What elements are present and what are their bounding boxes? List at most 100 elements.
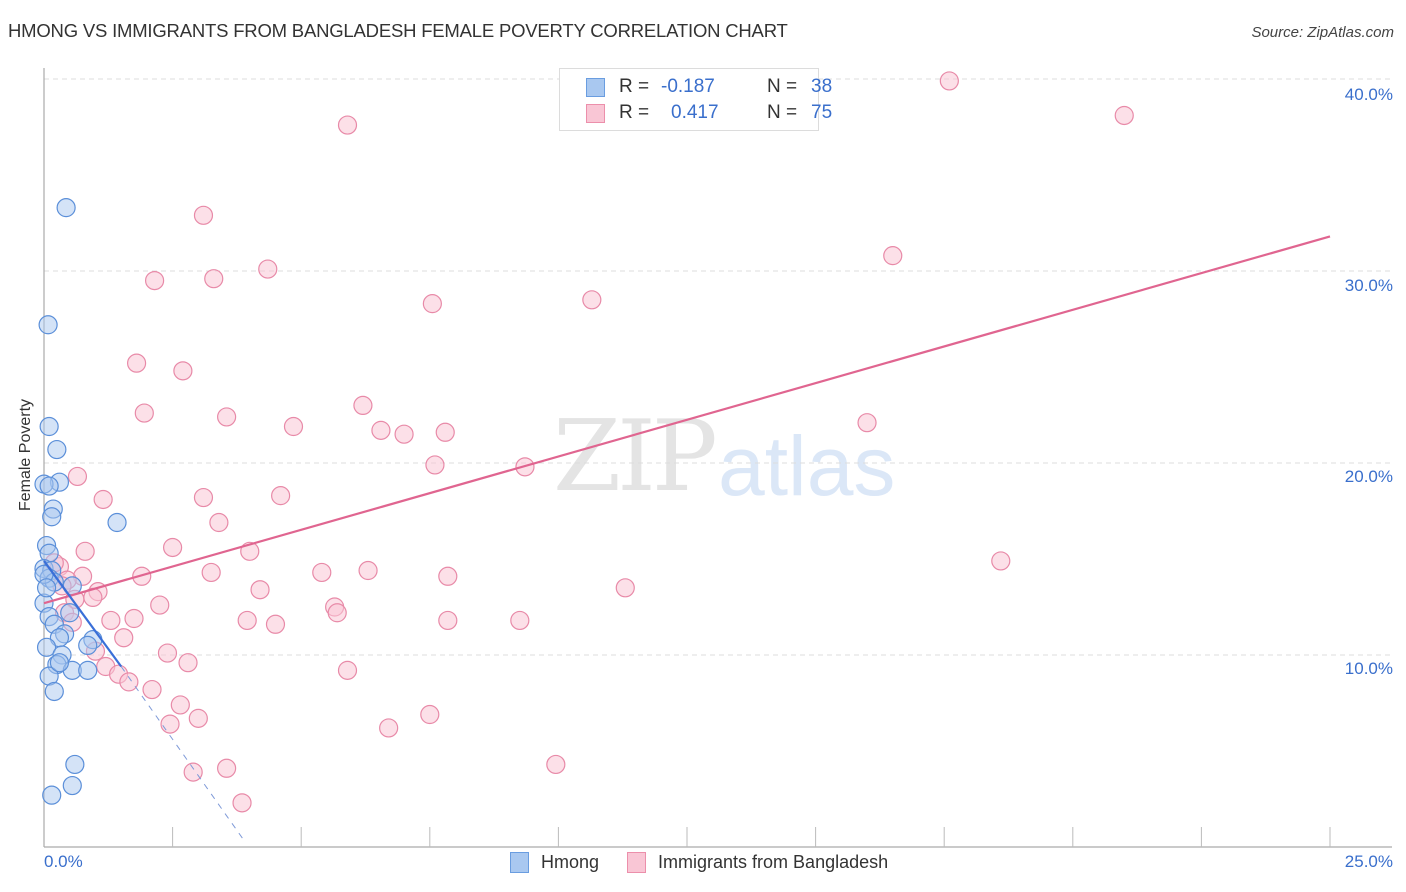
data-point-bangladesh[interactable] <box>327 603 347 623</box>
data-point-bangladesh[interactable] <box>258 259 278 279</box>
legend-item-hmong[interactable]: Hmong <box>510 852 599 873</box>
data-point-bangladesh[interactable] <box>75 541 95 561</box>
data-point-bangladesh[interactable] <box>119 672 139 692</box>
data-point-bangladesh[interactable] <box>160 714 180 734</box>
data-point-bangladesh[interactable] <box>209 512 229 533</box>
trend-line-hmong <box>43 560 123 668</box>
data-point-bangladesh[interactable] <box>371 420 391 440</box>
x-tick-0: 0.0% <box>44 852 83 871</box>
data-point-bangladesh[interactable] <box>271 486 291 506</box>
data-point-bangladesh[interactable] <box>358 560 378 581</box>
data-point-bangladesh[interactable] <box>337 660 358 680</box>
data-point-bangladesh[interactable] <box>93 489 113 510</box>
data-point-bangladesh[interactable] <box>134 403 154 423</box>
bangladesh-points <box>44 71 1134 813</box>
correlation-legend: R = -0.187 N = 38 R = 0.417 N = 75 <box>559 68 832 131</box>
data-point-bangladesh[interactable] <box>163 537 183 558</box>
data-point-bangladesh[interactable] <box>438 610 458 631</box>
bangladesh-swatch <box>586 103 605 123</box>
data-point-bangladesh[interactable] <box>546 754 566 775</box>
data-point-bangladesh[interactable] <box>201 562 221 583</box>
data-point-hmong[interactable] <box>39 416 59 437</box>
data-point-bangladesh[interactable] <box>188 708 208 728</box>
data-point-bangladesh[interactable] <box>337 115 358 135</box>
data-point-bangladesh[interactable] <box>204 269 224 289</box>
data-point-bangladesh[interactable] <box>150 595 170 615</box>
data-point-hmong[interactable] <box>78 635 98 656</box>
axes-lines <box>43 68 1392 848</box>
data-point-bangladesh[interactable] <box>379 718 399 738</box>
data-point-bangladesh[interactable] <box>217 758 237 778</box>
data-point-hmong[interactable] <box>56 198 76 218</box>
data-point-bangladesh[interactable] <box>178 653 198 673</box>
y-tick-30: 30.0% <box>1344 276 1393 295</box>
n-label: N = <box>767 76 798 97</box>
data-point-bangladesh[interactable] <box>1114 105 1134 126</box>
data-point-hmong[interactable] <box>39 476 59 496</box>
data-point-hmong[interactable] <box>49 653 70 673</box>
data-point-hmong[interactable] <box>38 315 58 335</box>
data-point-bangladesh[interactable] <box>237 610 257 631</box>
data-point-bangladesh[interactable] <box>142 679 162 700</box>
data-point-bangladesh[interactable] <box>101 610 121 631</box>
data-point-bangladesh[interactable] <box>173 361 193 381</box>
data-point-bangladesh[interactable] <box>883 246 903 266</box>
r-label: R = <box>619 102 650 123</box>
n-value-bangladesh: 75 <box>811 102 833 123</box>
data-point-hmong[interactable] <box>47 439 67 460</box>
data-point-hmong[interactable] <box>78 660 98 680</box>
data-point-bangladesh[interactable] <box>157 643 178 663</box>
x-tick-25: 25.0% <box>1344 852 1393 871</box>
data-point-bangladesh[interactable] <box>857 413 877 433</box>
data-point-bangladesh[interactable] <box>582 290 602 310</box>
data-point-hmong[interactable] <box>42 785 62 805</box>
data-point-bangladesh[interactable] <box>67 466 88 487</box>
legend-item-bangladesh[interactable]: Immigrants from Bangladesh <box>627 852 888 873</box>
data-point-bangladesh[interactable] <box>250 580 270 600</box>
data-point-bangladesh[interactable] <box>183 762 203 782</box>
data-point-bangladesh[interactable] <box>217 407 237 427</box>
r-label: R = <box>619 76 650 97</box>
data-point-bangladesh[interactable] <box>353 395 373 415</box>
data-point-hmong[interactable] <box>42 507 62 527</box>
data-point-hmong[interactable] <box>60 603 80 623</box>
data-point-hmong[interactable] <box>107 512 127 533</box>
data-point-hmong[interactable] <box>62 775 82 796</box>
data-point-hmong[interactable] <box>65 754 85 775</box>
r-value-hmong: -0.187 <box>661 76 715 97</box>
r-value-bangladesh: 0.417 <box>671 102 719 123</box>
data-point-bangladesh[interactable] <box>510 610 530 631</box>
data-point-bangladesh[interactable] <box>193 487 214 508</box>
data-point-bangladesh[interactable] <box>283 416 304 437</box>
watermark-atlas: atlas <box>718 419 896 513</box>
data-point-bangladesh[interactable] <box>394 424 414 444</box>
data-point-bangladesh[interactable] <box>193 205 214 225</box>
data-point-bangladesh[interactable] <box>435 422 455 442</box>
trend-extension-hmong <box>120 666 246 842</box>
data-point-bangladesh[interactable] <box>144 271 165 291</box>
data-point-bangladesh[interactable] <box>232 793 252 813</box>
y-tick-20: 20.0% <box>1344 467 1393 486</box>
n-label: N = <box>767 102 798 123</box>
data-point-bangladesh[interactable] <box>615 578 635 598</box>
data-point-bangladesh[interactable] <box>438 566 458 586</box>
data-point-bangladesh[interactable] <box>312 562 332 583</box>
legend-row-hmong: R = -0.187 N = 38 <box>586 75 832 99</box>
data-point-bangladesh[interactable] <box>124 608 144 629</box>
gridlines <box>44 78 1392 656</box>
data-point-bangladesh[interactable] <box>126 353 147 373</box>
data-point-bangladesh[interactable] <box>420 704 440 725</box>
data-point-bangladesh[interactable] <box>170 695 190 715</box>
data-point-hmong[interactable] <box>36 637 57 657</box>
data-point-hmong[interactable] <box>44 681 64 702</box>
data-point-bangladesh[interactable] <box>265 614 286 634</box>
data-point-bangladesh[interactable] <box>422 294 442 314</box>
data-point-hmong[interactable] <box>36 578 57 598</box>
data-point-bangladesh[interactable] <box>939 71 959 91</box>
data-point-bangladesh[interactable] <box>114 628 134 648</box>
source-label: Source: ZipAtlas.com <box>1251 24 1394 41</box>
data-point-bangladesh[interactable] <box>991 551 1011 571</box>
trend-line-bangladesh <box>43 235 1331 605</box>
data-point-bangladesh[interactable] <box>425 455 445 475</box>
